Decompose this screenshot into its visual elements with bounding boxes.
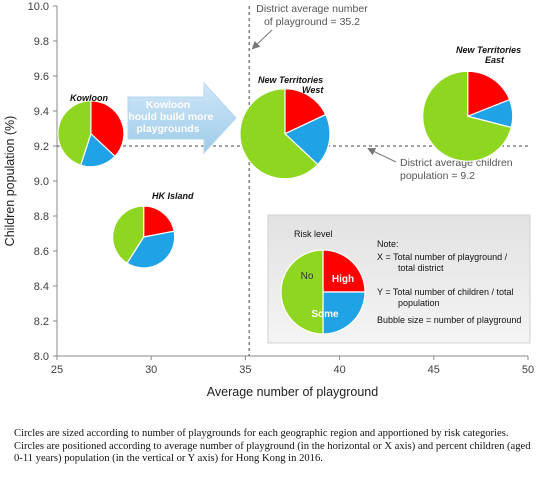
y-tick-label: 8.4 [34, 281, 49, 293]
y-tick-label: 9.4 [34, 106, 49, 118]
legend-label-no: No [301, 271, 314, 282]
bubble-label: Kowloon [70, 93, 108, 103]
bubble-hk-island: HK Island [112, 191, 194, 269]
bubble-new-territories-east: New Territories East [422, 45, 521, 162]
pie-slice-some [322, 291, 366, 335]
y-axis-title: Children population (%) [3, 116, 17, 247]
legend-label-high: High [332, 274, 354, 285]
arrow-text-line: should build more [123, 111, 214, 123]
bubble-label-line2: West [302, 85, 324, 95]
pie-slice-high [467, 70, 511, 118]
pie-slice-no [239, 88, 319, 180]
legend-label-some: Some [311, 309, 339, 320]
x-tick-label: 30 [145, 364, 157, 376]
x-tick-label: 25 [51, 364, 63, 376]
pie-slice-high [322, 249, 366, 293]
bubble-pie-chart: 8.0 8.2 8.4 8.6 8.8 9.0 9.2 9.4 9.6 9.8 10.0 25 30 35… [3, 1, 534, 399]
arrow-shape [127, 81, 237, 155]
bubble-label: HK Island [152, 191, 194, 201]
legend-title: Risk level [294, 229, 333, 239]
legend-note-x: X = Total number of playground / total di… [377, 252, 508, 273]
bubble-label-line2: East [485, 55, 505, 65]
y-tick-label: 9.2 [34, 141, 49, 153]
x-average-annotation-line1: District average number [256, 3, 368, 15]
pie-slice-high [90, 100, 125, 158]
x-tick-label: 40 [333, 364, 345, 376]
legend-note-y-line1: Y = Total number of children / total [377, 287, 514, 297]
pie-slice-high [143, 205, 175, 238]
x-tick-label: 50 [522, 364, 534, 376]
y-tick-label: 8.2 [34, 316, 49, 328]
y-tick-label: 9.8 [34, 36, 49, 48]
y-tick-label: 8.0 [34, 351, 49, 363]
pie-slice-some [126, 230, 176, 269]
legend-note-x-line2: total district [398, 263, 444, 273]
x-average-pointer [251, 29, 273, 50]
y-average-pointer [367, 147, 397, 163]
y-tick-label: 8.6 [34, 246, 49, 258]
reference-lines: District average number of playground = 3… [57, 3, 528, 356]
axes: 8.0 8.2 8.4 8.6 8.8 9.0 9.2 9.4 9.6 9.8 10.0 25 30 35… [3, 1, 534, 399]
y-tick-label: 9.0 [34, 176, 49, 188]
pie-slice-high [284, 88, 327, 135]
legend-note-y: Y = Total number of children / total popu… [377, 287, 514, 308]
pie-slice-no [422, 70, 513, 162]
x-average-annotation: District average number of playground = 3… [256, 3, 368, 28]
x-axis-title: Average number of playground [207, 385, 378, 399]
y-average-annotation: District average children population = 9.… [400, 157, 513, 182]
bubble-label-line1: New Territories [456, 45, 521, 55]
bubble-label: New Territories West [258, 75, 324, 95]
bubble-kowloon: Kowloon [57, 93, 125, 168]
pie-slice-no [280, 249, 324, 335]
arrow-text-line: Kowloon [146, 99, 190, 111]
arrow-text: Kowloon should build more playgrounds [123, 99, 214, 135]
x-average-annotation-line2: of playground = 35.2 [264, 16, 360, 28]
x-tick-label: 45 [428, 364, 440, 376]
pie-slice-some [283, 113, 331, 166]
arrow-text-line: playgrounds [136, 123, 199, 135]
pie-slice-no [57, 100, 92, 166]
x-tick-label: 35 [239, 364, 251, 376]
bubble-label: New Territories East [456, 45, 521, 65]
y-average-annotation-line1: District average children [400, 157, 513, 169]
bubble-label-line1: New Territories [258, 75, 323, 85]
recommendation-arrow: Kowloon should build more playgrounds [123, 81, 237, 155]
y-average-annotation-line2: population = 9.2 [400, 170, 475, 182]
pie-slice-no [112, 205, 145, 265]
y-tick-label: 10.0 [28, 1, 49, 13]
y-tick-label: 9.6 [34, 71, 49, 83]
legend-box: Risk level High Some No Note: X = Total numbe… [267, 214, 531, 344]
legend-note-size: Bubble size = number of playground [377, 315, 521, 325]
y-tick-label: 8.8 [34, 211, 49, 223]
legend-note-y-line2: population [398, 298, 440, 308]
legend-note-x-line1: X = Total number of playground / [377, 252, 508, 262]
figure-caption: Circles are sized according to number of… [14, 428, 531, 465]
bubble-new-territories-west: New Territories West [239, 75, 331, 180]
legend-note-title: Note: [377, 239, 399, 249]
